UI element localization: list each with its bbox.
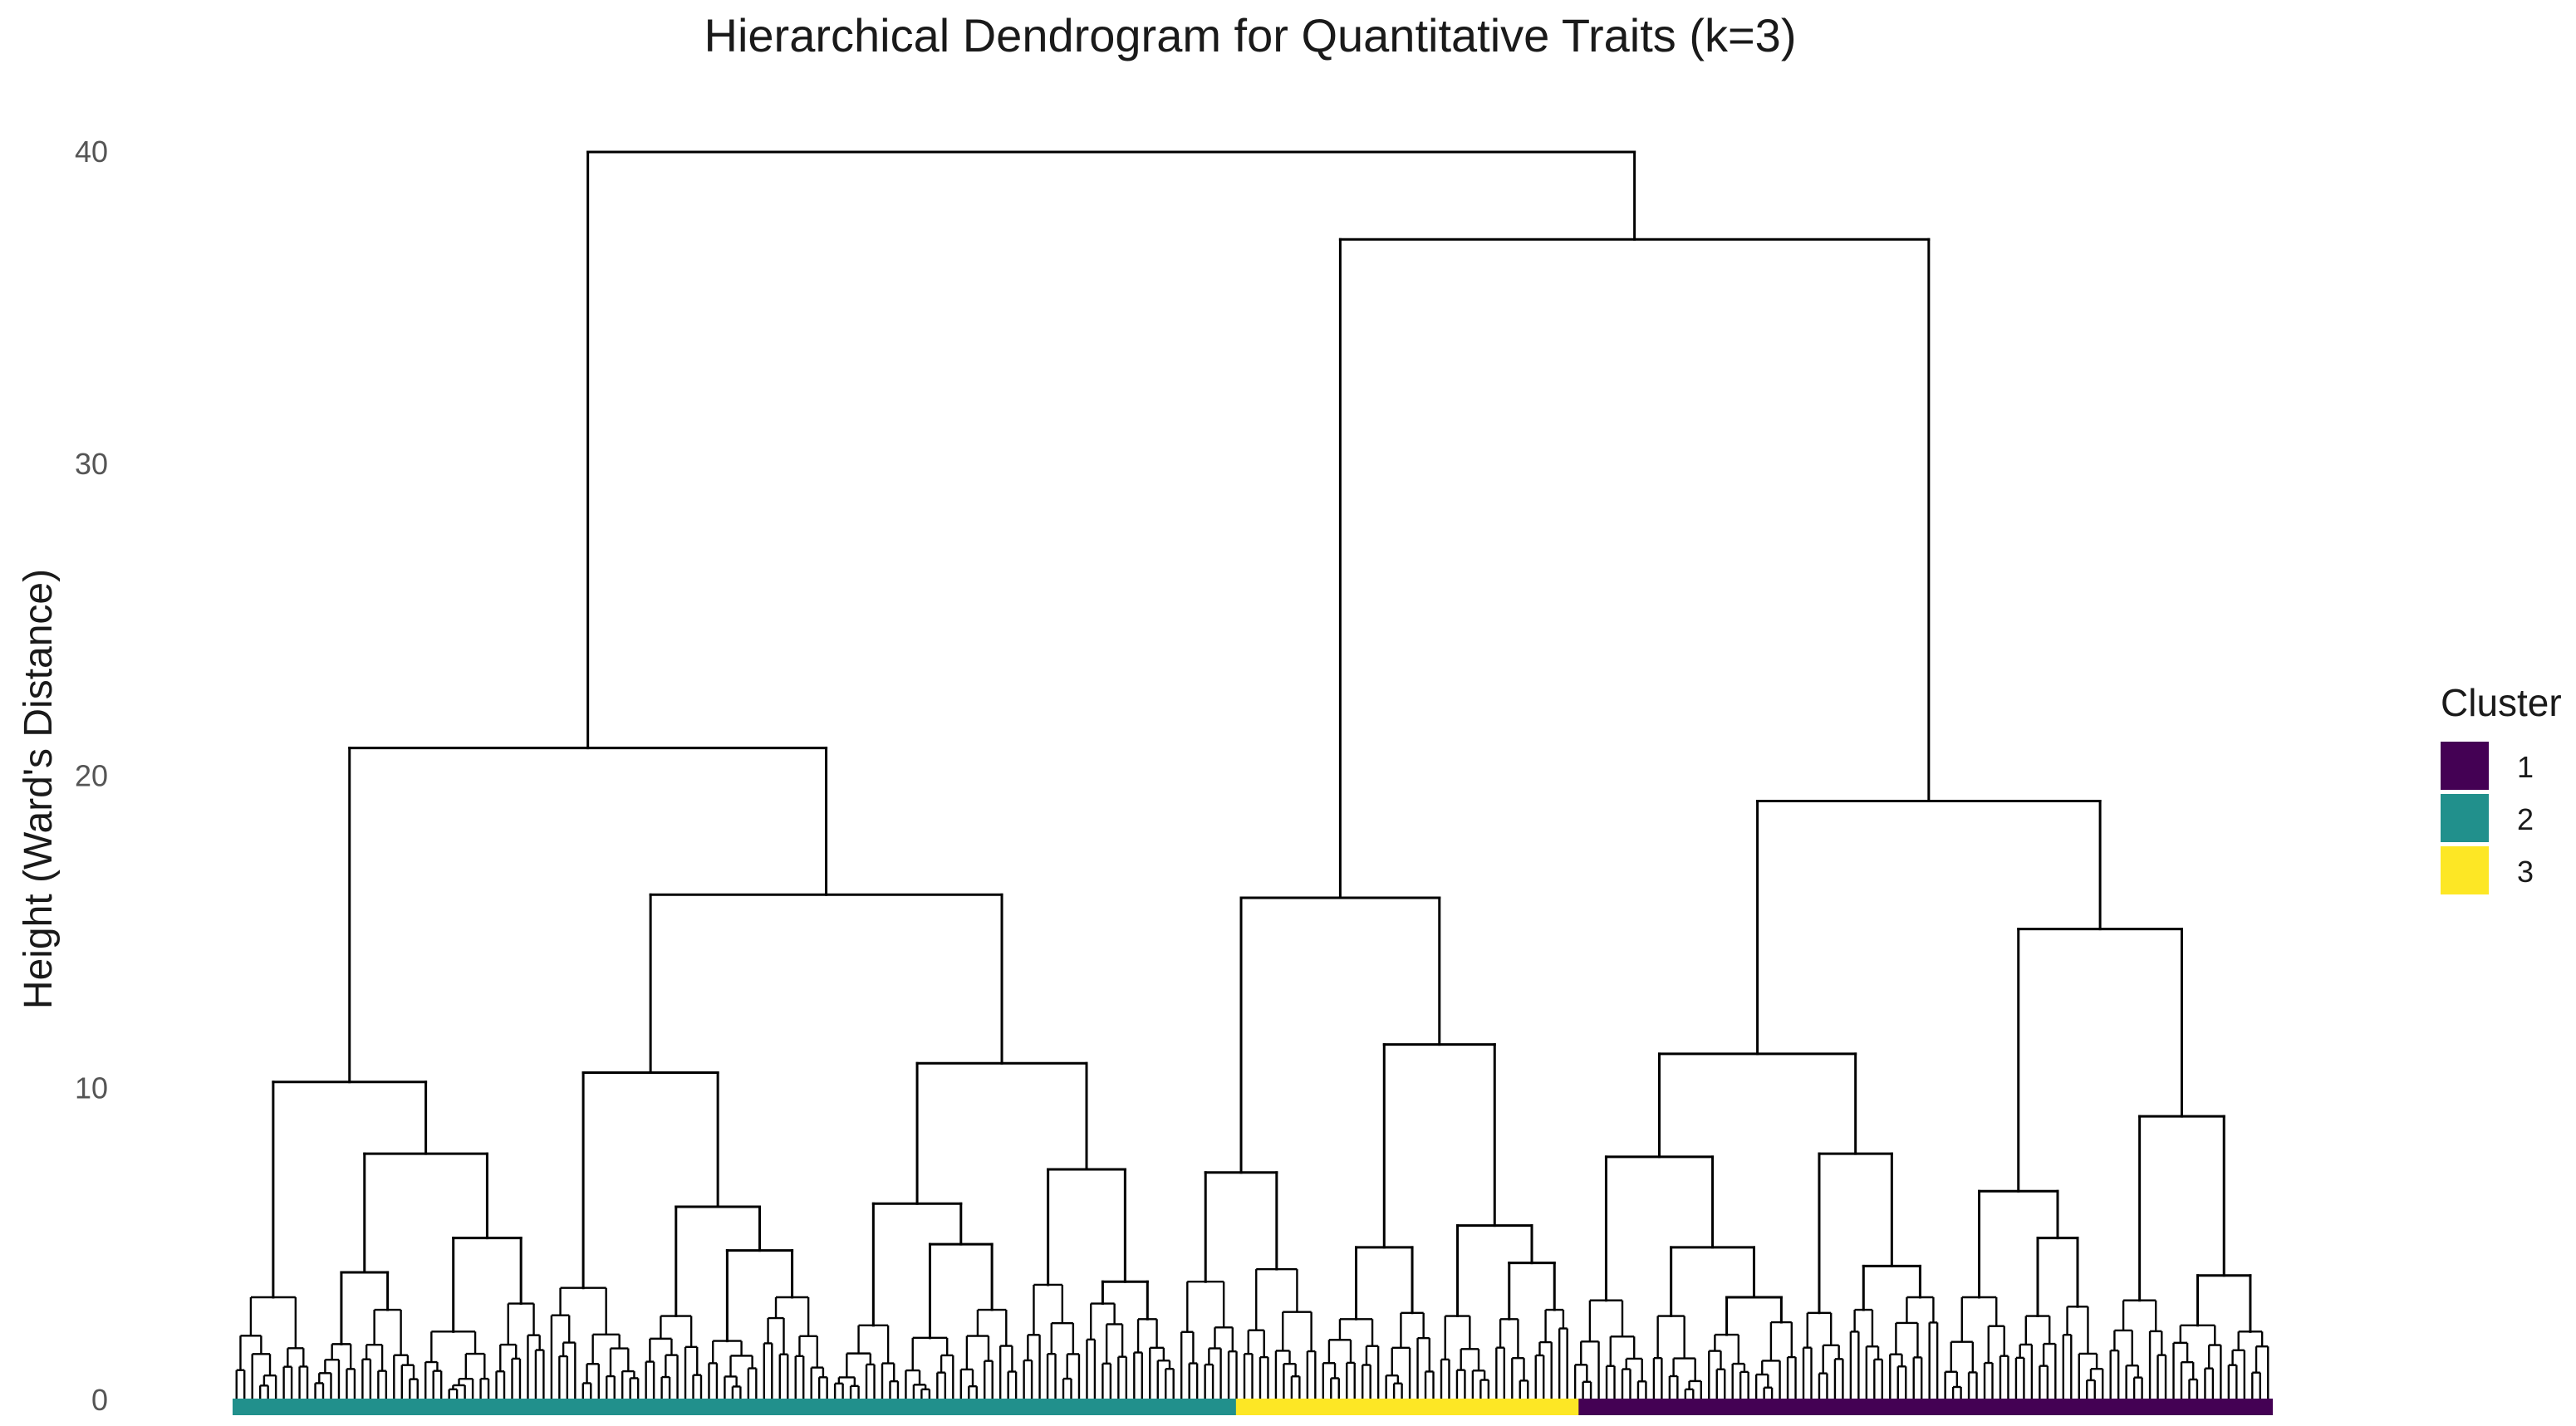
legend-label-2: 2 [2517,802,2534,836]
cluster-color-bar [233,1399,2273,1415]
legend-swatch-1 [2441,742,2489,790]
dendrogram-links [235,150,2269,1400]
legend-label-3: 3 [2517,855,2534,889]
y-tick-label-0: 0 [91,1383,108,1417]
legend-title: Cluster [2441,681,2562,724]
chart-title: Hierarchical Dendrogram for Quantitative… [704,9,1797,61]
y-axis-label: Height (Ward's Distance) [17,569,61,1009]
legend-swatch-3 [2441,846,2489,894]
legend-swatch-2 [2441,794,2489,842]
legend: Cluster 1 2 3 [2441,681,2562,894]
y-tick-label-3: 30 [75,447,108,481]
cluster-bar-segment-3 [1235,1399,1580,1415]
cluster-bar-segment-2 [233,1399,1237,1415]
y-tick-label-4: 40 [75,135,108,169]
y-tick-label-1: 10 [75,1071,108,1105]
y-axis-ticks: 0 10 20 30 40 [75,135,108,1417]
cluster-bar-segment-1 [1578,1399,2273,1415]
legend-label-1: 1 [2517,750,2534,784]
y-tick-label-2: 20 [75,759,108,793]
